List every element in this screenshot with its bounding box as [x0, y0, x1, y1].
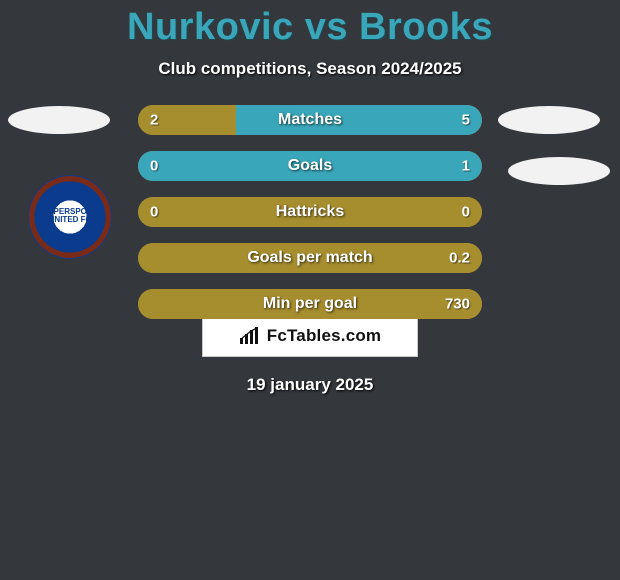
stat-row: 730Min per goal [138, 289, 482, 319]
stat-label: Matches [138, 111, 482, 129]
subtitle: Club competitions, Season 2024/2025 [0, 59, 620, 79]
stat-row: 25Matches [138, 105, 482, 135]
stat-row: 00Hattricks [138, 197, 482, 227]
stat-label: Hattricks [138, 203, 482, 221]
placeholder-oval [498, 106, 600, 134]
stat-label: Min per goal [138, 295, 482, 313]
placeholder-oval [508, 157, 610, 185]
placeholder-oval [8, 106, 110, 134]
stat-label: Goals per match [138, 249, 482, 267]
stat-row: 0.2Goals per match [138, 243, 482, 273]
stat-label: Goals [138, 157, 482, 175]
stat-bars: 25Matches 01Goals 00Hattricks 0.2Goals per … [138, 105, 482, 335]
page-title: Nurkovic vs Brooks [0, 0, 620, 49]
club-logo: SUPERSPORT UNITED FC [28, 175, 112, 259]
snapshot-date: 19 january 2025 [0, 375, 620, 395]
stat-row: 01Goals [138, 151, 482, 181]
logo-text-2: UNITED FC [49, 215, 92, 224]
